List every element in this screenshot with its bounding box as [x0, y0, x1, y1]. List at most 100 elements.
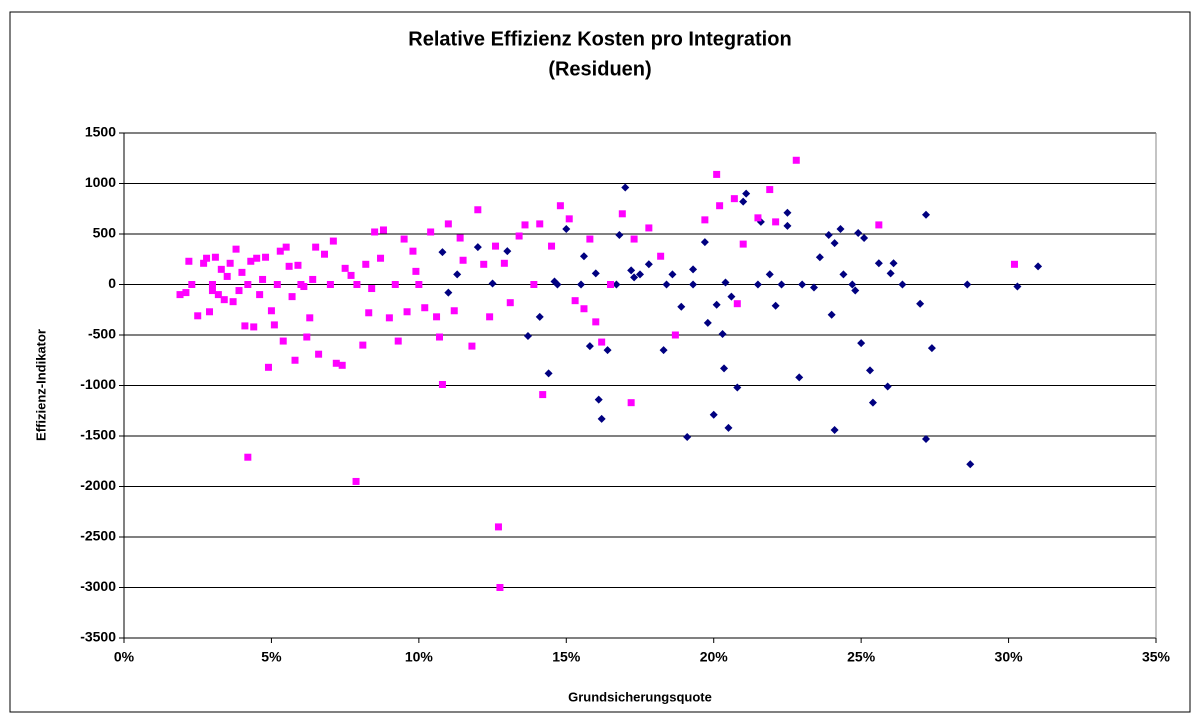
point — [492, 242, 500, 250]
point — [798, 280, 807, 289]
point — [1010, 260, 1018, 268]
point — [585, 342, 594, 351]
point — [206, 308, 214, 316]
point — [556, 202, 564, 210]
point — [592, 318, 600, 326]
point — [627, 399, 635, 407]
point — [329, 237, 337, 245]
point — [241, 322, 249, 330]
point — [886, 269, 895, 278]
point — [615, 231, 624, 240]
point — [503, 247, 512, 256]
point — [427, 228, 435, 236]
point — [403, 308, 411, 316]
y-tick-label: 500 — [93, 225, 117, 241]
point — [733, 383, 742, 392]
x-tick-label: 25% — [847, 649, 876, 665]
point — [438, 248, 447, 257]
point — [963, 280, 972, 289]
point — [860, 234, 869, 243]
point — [444, 220, 452, 228]
point — [739, 240, 747, 248]
point — [412, 267, 420, 275]
point — [203, 254, 211, 262]
point — [603, 346, 612, 355]
point — [276, 247, 284, 255]
point — [701, 216, 709, 224]
y-tick-label: -1000 — [80, 376, 116, 392]
point — [766, 186, 774, 194]
point — [385, 314, 393, 322]
point — [500, 259, 508, 267]
y-tick-label: 0 — [108, 275, 116, 291]
point — [217, 265, 225, 273]
point — [444, 288, 453, 297]
point — [326, 281, 334, 288]
point — [874, 259, 883, 268]
point — [562, 224, 571, 233]
point — [247, 257, 255, 265]
point — [347, 271, 355, 279]
chart-frame — [9, 11, 1191, 713]
chart-title: Relative Effizienz Kosten pro Integratio… — [408, 28, 791, 50]
point — [783, 221, 792, 230]
y-tick-label: -3000 — [80, 578, 116, 594]
point — [854, 228, 863, 237]
point — [379, 226, 387, 234]
point — [488, 279, 497, 288]
point — [232, 245, 240, 253]
point — [235, 287, 243, 295]
point — [208, 281, 216, 288]
point — [200, 259, 208, 267]
point — [264, 363, 272, 371]
point — [795, 373, 804, 382]
point — [273, 281, 281, 288]
point — [922, 435, 931, 444]
y-tick-label: -2000 — [80, 477, 116, 493]
point — [259, 275, 267, 283]
point — [391, 281, 399, 288]
point — [456, 234, 464, 242]
point — [352, 477, 360, 485]
point — [515, 232, 523, 240]
point — [579, 252, 588, 261]
point — [851, 286, 860, 295]
point — [468, 342, 476, 350]
point — [883, 382, 892, 391]
y-tick-label: 1500 — [85, 124, 116, 140]
point — [506, 299, 514, 307]
point — [580, 305, 588, 313]
point — [238, 268, 246, 276]
point — [1034, 262, 1043, 271]
point — [214, 291, 222, 299]
point — [226, 259, 234, 267]
point — [523, 332, 532, 341]
point — [742, 189, 751, 198]
point — [185, 257, 193, 265]
x-tick-label: 5% — [261, 649, 282, 665]
point — [689, 265, 698, 274]
point — [288, 293, 296, 301]
point — [494, 523, 502, 531]
point — [279, 337, 287, 345]
point — [724, 423, 733, 432]
point — [435, 333, 443, 341]
point — [548, 242, 556, 250]
point — [359, 341, 367, 349]
point — [709, 410, 718, 419]
point — [621, 183, 630, 192]
point — [636, 270, 644, 279]
point — [409, 247, 417, 255]
x-tick-label: 15% — [552, 649, 581, 665]
point — [521, 221, 529, 229]
point — [772, 218, 780, 226]
y-tick-label: -1500 — [80, 427, 116, 443]
point — [922, 210, 931, 219]
point — [474, 206, 482, 214]
point — [718, 329, 727, 338]
point — [703, 318, 712, 327]
point — [771, 301, 780, 310]
point — [591, 269, 600, 278]
point — [211, 253, 219, 261]
